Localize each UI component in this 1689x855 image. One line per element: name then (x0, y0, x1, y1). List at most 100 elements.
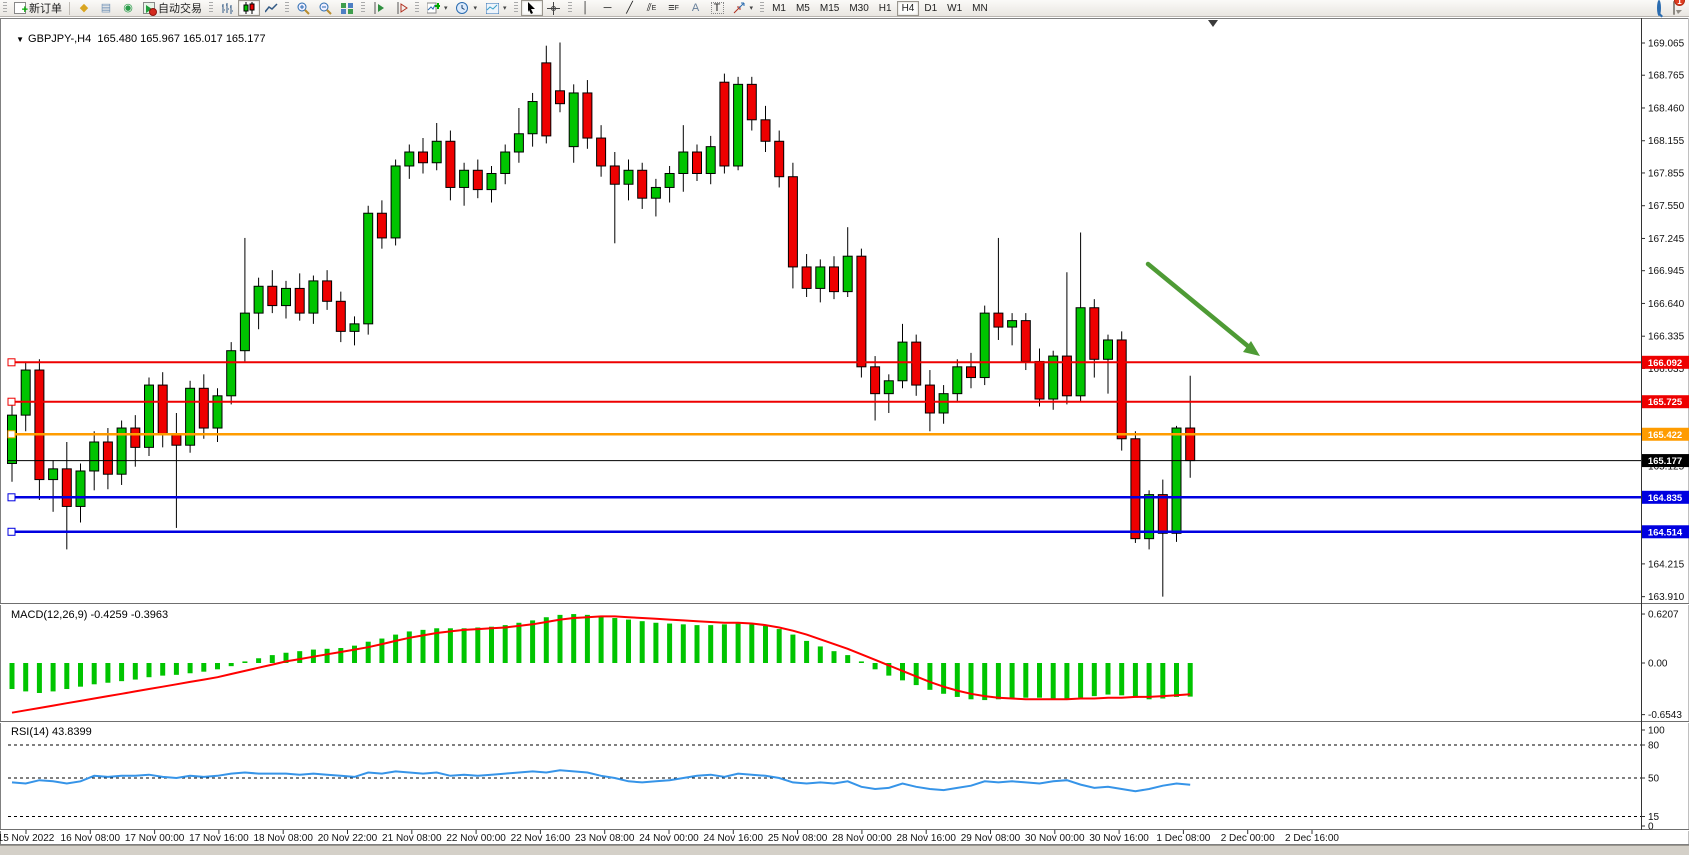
collapse-icon[interactable]: ▼ (16, 35, 25, 44)
price-badge (1642, 355, 1689, 369)
macd-bar (36, 663, 42, 693)
bar-chart-mode-button[interactable] (216, 0, 238, 16)
timeframe-m15-button[interactable]: M15 (815, 1, 844, 16)
timeframe-h4-button[interactable]: H4 (896, 0, 920, 16)
bear-candle (376, 212, 387, 239)
bear-candle (1116, 339, 1127, 440)
line-anchor[interactable] (7, 493, 16, 502)
toolbar-grip[interactable] (285, 2, 289, 14)
bull-candle (513, 133, 524, 153)
line-anchor[interactable] (7, 430, 16, 439)
time-tick-label: 2 Dec 16:00 (1285, 833, 1339, 844)
timeframe-h1-button[interactable]: H1 (874, 1, 897, 16)
periods-button[interactable]: ▾ (452, 0, 482, 16)
bull-candle (952, 366, 963, 395)
toolbar-grip[interactable] (760, 2, 765, 14)
equidistant-channel-icon: ⫽ E (646, 1, 657, 14)
notifications-button[interactable]: 1 (1671, 0, 1685, 16)
horizontal-line-tool-button[interactable]: ─ (597, 0, 619, 16)
fibonacci-tool-button[interactable]: ≡ F (663, 0, 685, 16)
time-tick-label: 29 Nov 08:00 (961, 833, 1021, 844)
dropdown-caret-icon: ▾ (749, 5, 754, 12)
template-icon (485, 2, 499, 15)
label-tool-button[interactable]: T (707, 0, 728, 16)
toolbar-grip[interactable] (3, 2, 7, 14)
macd-bar (297, 651, 303, 663)
macd-bar (105, 663, 111, 683)
autotrading-button[interactable]: 自动交易 (139, 0, 206, 16)
timeframe-m1-button[interactable]: M1 (767, 1, 791, 16)
auto-scroll-button[interactable] (368, 0, 390, 16)
bull-candle (815, 266, 826, 289)
bear-candle (993, 312, 1004, 328)
bull-candle (1144, 494, 1155, 540)
line-chart-mode-button[interactable] (260, 0, 282, 16)
bull-candle (239, 312, 250, 352)
search-button[interactable] (1655, 0, 1663, 16)
toolbar-grip[interactable] (567, 2, 572, 14)
toolbar-grip[interactable] (415, 2, 419, 14)
toolbar-grip[interactable] (209, 2, 213, 14)
bear-candle (1185, 427, 1196, 462)
bull-candle (1171, 427, 1182, 534)
zoom-in-button[interactable] (292, 0, 314, 16)
line-anchor[interactable] (7, 397, 16, 406)
bear-candle (130, 427, 141, 448)
macd-bar (721, 624, 727, 663)
new-order-button[interactable]: + 新订单 (10, 0, 66, 16)
bull-candle (144, 384, 154, 448)
news-button[interactable]: ◉ (117, 0, 139, 16)
templates-button[interactable]: ▾ (481, 0, 511, 16)
chart-shift-marker[interactable] (1208, 20, 1218, 27)
vertical-line-tool-button[interactable]: │ (575, 0, 597, 16)
search-icon (1657, 0, 1661, 16)
cursor-tool-button[interactable] (520, 0, 543, 16)
arrows-tool-button[interactable]: ▾ (728, 0, 758, 16)
toolbar-grip[interactable] (513, 2, 518, 14)
macd-bar (735, 623, 741, 663)
zoom-out-button[interactable] (314, 0, 336, 16)
bear-candle (609, 165, 620, 185)
candlestick-mode-button[interactable] (238, 0, 260, 16)
bull-candle (48, 468, 59, 481)
crosshair-tool-button[interactable] (543, 0, 565, 16)
clock-icon (456, 1, 470, 15)
bull-candle (363, 212, 374, 325)
bull-candle (459, 169, 470, 188)
text-tool-button[interactable]: A (685, 0, 707, 16)
line-anchor[interactable] (7, 527, 16, 536)
timeframe-mn-button[interactable]: MN (967, 1, 993, 16)
macd-tick-label: 0.6207 (1648, 610, 1679, 621)
trend-arrow[interactable] (1145, 261, 1260, 356)
trendline-tool-button[interactable]: ╱ (619, 0, 641, 16)
timeframe-d1-button[interactable]: D1 (919, 1, 942, 16)
time-tick-label: 30 Nov 16:00 (1089, 833, 1149, 844)
price-tick-label: 165.125 (1648, 462, 1685, 473)
price-tick-label: 168.765 (1648, 71, 1685, 82)
tile-windows-button[interactable] (336, 0, 358, 16)
timeframe-m30-button[interactable]: M30 (844, 1, 873, 16)
price-tick-label: 168.460 (1648, 103, 1685, 114)
time-tick-label: 28 Nov 16:00 (896, 833, 956, 844)
chart-frame (0, 18, 1689, 845)
chart-window-button[interactable]: ◆ (73, 0, 95, 16)
chart-title-row: ▼ GBPJPY-,H4 165.480 165.967 165.017 165.… (10, 21, 265, 45)
macd-bar (352, 645, 357, 663)
timeframe-w1-button[interactable]: W1 (942, 1, 967, 16)
bear-candle (335, 300, 346, 332)
price-badge (1642, 525, 1689, 539)
indicators-button[interactable]: ▾ (422, 0, 452, 16)
chart-shift-button[interactable] (390, 0, 412, 16)
timeframe-m5-button[interactable]: M5 (791, 1, 815, 16)
bear-candle (774, 140, 785, 178)
print-button[interactable]: ▤ (95, 0, 117, 16)
bear-candle (760, 119, 771, 142)
macd-bar (557, 614, 563, 663)
macd-bar (845, 655, 851, 663)
line-anchor[interactable] (7, 358, 16, 367)
chart-canvas[interactable]: 169.065 168.765 168.460 168.155 167.855 167.5… (0, 18, 1689, 845)
toolbar-grip[interactable] (361, 2, 365, 14)
macd-bar (379, 638, 385, 663)
bull-candle (20, 369, 31, 416)
channel-tool-button[interactable]: ⫽ E (641, 0, 663, 16)
